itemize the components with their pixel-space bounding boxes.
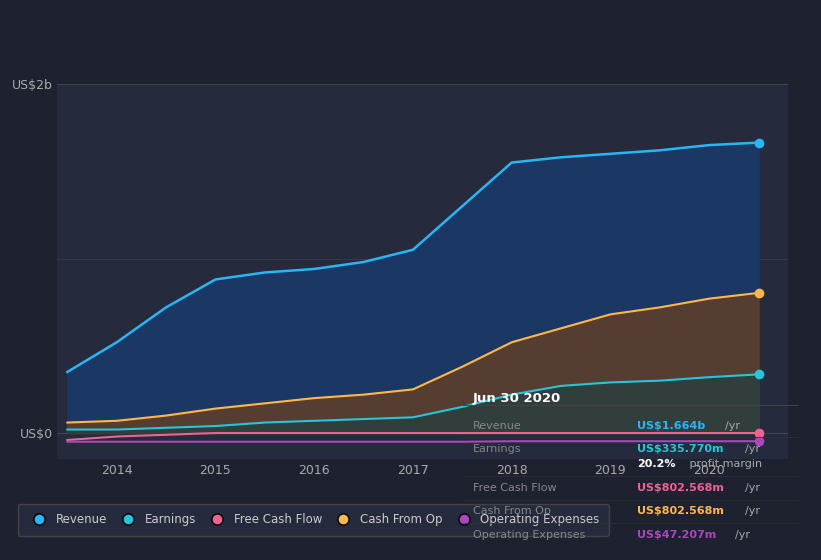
Text: Operating Expenses: Operating Expenses [473, 530, 585, 540]
Text: /yr: /yr [745, 483, 759, 493]
Text: profit margin: profit margin [686, 459, 762, 469]
Text: 20.2%: 20.2% [637, 459, 676, 469]
Text: /yr: /yr [745, 506, 759, 516]
Text: Earnings: Earnings [473, 444, 521, 454]
Text: Revenue: Revenue [473, 421, 522, 431]
Legend: Revenue, Earnings, Free Cash Flow, Cash From Op, Operating Expenses: Revenue, Earnings, Free Cash Flow, Cash … [17, 504, 609, 536]
Text: /yr: /yr [735, 530, 750, 540]
Text: Free Cash Flow: Free Cash Flow [473, 483, 557, 493]
Text: /yr: /yr [725, 421, 740, 431]
Text: Jun 30 2020: Jun 30 2020 [473, 392, 562, 405]
Text: /yr: /yr [745, 444, 759, 454]
Text: US$335.770m: US$335.770m [637, 444, 723, 454]
Text: US$802.568m: US$802.568m [637, 483, 724, 493]
Text: US$47.207m: US$47.207m [637, 530, 717, 540]
Text: Cash From Op: Cash From Op [473, 506, 551, 516]
Text: US$1.664b: US$1.664b [637, 421, 705, 431]
Text: US$802.568m: US$802.568m [637, 506, 724, 516]
